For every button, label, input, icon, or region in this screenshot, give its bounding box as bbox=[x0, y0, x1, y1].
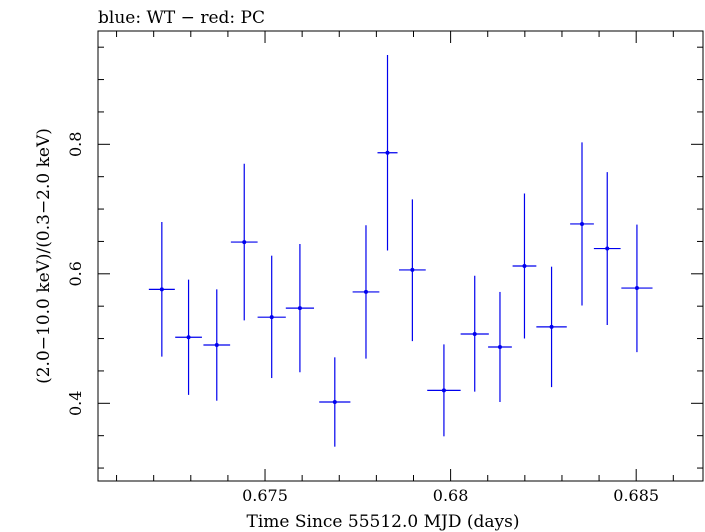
point-marker bbox=[297, 306, 302, 311]
data-point bbox=[512, 193, 537, 339]
point-marker bbox=[549, 324, 554, 329]
point-marker bbox=[186, 335, 191, 340]
y-axis-label: (2.0−10.0 keV)/(0.3−2.0 keV) bbox=[34, 128, 54, 384]
plot-frame bbox=[97, 30, 704, 482]
axis-ticks bbox=[98, 31, 703, 481]
point-marker bbox=[472, 332, 477, 337]
x-tick-label: 0.685 bbox=[613, 486, 659, 505]
data-point bbox=[377, 54, 398, 251]
x-axis-label: Time Since 55512.0 MJD (days) bbox=[247, 512, 520, 532]
data-point bbox=[257, 255, 286, 379]
x-tick-label: 0.68 bbox=[433, 486, 469, 505]
y-tick-label: 0.6 bbox=[66, 261, 85, 286]
point-marker bbox=[522, 264, 527, 269]
y-tick-label: 0.4 bbox=[66, 391, 85, 416]
point-marker bbox=[363, 289, 368, 294]
data-point bbox=[175, 279, 202, 395]
point-marker bbox=[385, 150, 390, 155]
data-point bbox=[593, 172, 621, 325]
data-point bbox=[230, 163, 258, 321]
data-point bbox=[203, 289, 231, 401]
data-point bbox=[460, 275, 489, 392]
data-series-wt bbox=[148, 54, 653, 447]
data-point bbox=[488, 291, 512, 403]
data-point bbox=[285, 244, 315, 373]
point-marker bbox=[497, 344, 502, 349]
point-marker bbox=[269, 315, 274, 320]
point-marker bbox=[441, 388, 446, 393]
data-point bbox=[399, 199, 426, 342]
point-marker bbox=[605, 246, 610, 251]
x-tick-label: 0.675 bbox=[242, 486, 288, 505]
point-marker bbox=[214, 343, 219, 348]
point-marker bbox=[580, 221, 584, 226]
data-point bbox=[427, 344, 461, 437]
point-marker bbox=[332, 400, 337, 405]
data-point bbox=[352, 225, 380, 359]
y-tick-label: 0.8 bbox=[66, 132, 85, 157]
data-point bbox=[319, 357, 351, 447]
data-point bbox=[570, 142, 594, 306]
point-marker bbox=[159, 287, 164, 292]
point-marker bbox=[242, 240, 247, 245]
point-marker bbox=[410, 267, 415, 272]
tick-labels: 0.675 0.68 0.685 0.4 0.6 0.8 bbox=[66, 132, 659, 505]
point-marker bbox=[634, 286, 639, 291]
data-point bbox=[148, 222, 175, 357]
data-point bbox=[536, 266, 567, 388]
data-point bbox=[621, 224, 653, 353]
chart-title: blue: WT − red: PC bbox=[98, 8, 265, 28]
